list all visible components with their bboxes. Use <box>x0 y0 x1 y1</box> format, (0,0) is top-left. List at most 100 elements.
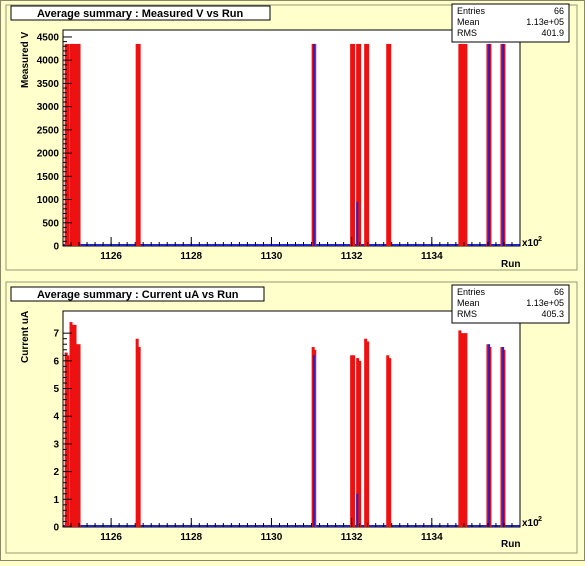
stats-box: Entries 66 Mean 1.13e+05 RMS 401.9 <box>451 3 570 43</box>
bar-blue <box>502 347 505 527</box>
bar-red <box>358 360 362 527</box>
bar-red <box>500 347 504 527</box>
x-tick-label: 1134 <box>421 532 443 543</box>
bar-red <box>458 43 462 246</box>
y-axis-label: Current uA <box>20 311 31 363</box>
bars-measured-v <box>63 43 520 246</box>
y-tick-label: 4000 <box>37 56 60 67</box>
x-tick-label: 1128 <box>180 532 202 543</box>
x-tick-label: 1130 <box>261 532 283 543</box>
bar-red <box>460 43 464 246</box>
bar-red <box>464 333 468 527</box>
bar-red <box>73 43 77 246</box>
bar-blue <box>502 43 505 246</box>
x-axis-label: Run <box>501 259 520 270</box>
bar-red <box>75 43 79 246</box>
bar-red <box>386 355 390 527</box>
bar-blue <box>312 43 315 246</box>
bar-blue <box>488 43 491 246</box>
y-tick-label: 3 <box>53 439 59 450</box>
y-tick-label: 3000 <box>37 102 60 113</box>
bar-red <box>358 43 362 246</box>
x-tick-label: 1132 <box>341 251 363 262</box>
x-tick-label: 1126 <box>100 532 122 543</box>
bar-red <box>462 43 466 246</box>
stats-mean-label: Mean <box>457 17 480 27</box>
bar-red <box>460 333 464 527</box>
y-tick-label: 2000 <box>37 149 60 160</box>
stats-mean-value: 1.13e+05 <box>526 298 564 308</box>
plot-area <box>62 29 521 247</box>
y-tick-label: 5 <box>53 384 59 395</box>
bar-red <box>500 43 504 246</box>
bar-red <box>356 43 360 246</box>
bar-blue <box>356 493 359 527</box>
axes-current-ua: 0 1 2 3 4 5 6 7 1126 1128 1130 1132 1134 <box>53 329 521 543</box>
x-multiplier-exponent: 2 <box>538 516 542 523</box>
y-tick-label: 2500 <box>37 125 60 136</box>
x-axis-label: Run <box>501 539 520 550</box>
bar-red <box>69 322 73 527</box>
axes-measured-v: 0 500 1000 1500 2000 2500 3000 3500 4000 4500 1126… <box>37 32 521 262</box>
title-box <box>10 286 265 302</box>
y-tick-label: 3500 <box>37 79 60 90</box>
x-tick-label: 1126 <box>100 251 122 262</box>
bar-red <box>462 333 466 527</box>
bar-red <box>486 43 490 246</box>
plot-area <box>62 310 521 528</box>
bar-blue <box>356 201 359 246</box>
stats-mean-label: Mean <box>457 298 480 308</box>
title-box <box>10 5 271 21</box>
x-multiplier-exponent: 2 <box>538 236 542 243</box>
x-tick-label: 1132 <box>341 532 363 543</box>
pad-measured-v: 0 500 1000 1500 2000 2500 3000 3500 4000 4500 1126… <box>5 3 578 271</box>
bar-red <box>364 43 368 246</box>
chart-title: Average summary : Measured V vs Run <box>37 8 244 20</box>
bar-red <box>66 43 70 246</box>
y-tick-label: 500 <box>42 218 59 229</box>
y-tick-label: 4500 <box>37 32 60 43</box>
bar-red <box>135 43 139 246</box>
stats-rms-label: RMS <box>457 309 477 319</box>
stats-rms-value: 401.9 <box>541 28 564 38</box>
y-tick-label: 1500 <box>37 172 60 183</box>
stats-entries-label: Entries <box>457 287 486 297</box>
bar-blue <box>312 355 315 527</box>
stats-rms-label: RMS <box>457 28 477 38</box>
bar-red <box>64 352 68 527</box>
bar-red <box>352 43 356 246</box>
bar-red <box>366 341 370 527</box>
y-tick-label: 2 <box>53 467 59 478</box>
stats-box: Entries 66 Mean 1.13e+05 RMS 405.3 <box>451 284 570 324</box>
bar-red <box>386 43 390 246</box>
bar-red <box>137 347 141 527</box>
stats-entries-label: Entries <box>457 6 486 16</box>
y-tick-label: 1000 <box>37 195 60 206</box>
y-tick-label: 0 <box>53 242 59 253</box>
bar-red <box>75 344 79 527</box>
bar-red <box>135 338 139 527</box>
bar-red <box>388 43 392 246</box>
y-tick-label: 4 <box>53 412 59 423</box>
bar-red <box>458 330 462 527</box>
y-tick-label: 7 <box>53 329 59 340</box>
bar-red <box>350 43 354 246</box>
x-tick-label: 1128 <box>180 251 202 262</box>
bar-red <box>364 338 368 527</box>
bar-red <box>73 324 77 527</box>
bar-red <box>486 344 490 527</box>
bars-current-ua <box>63 322 520 527</box>
y-tick-label: 6 <box>53 356 59 367</box>
bar-red <box>464 43 468 246</box>
bar-blue <box>488 344 491 527</box>
bar-red <box>77 43 81 246</box>
bar-red <box>66 355 70 527</box>
x-tick-label: 1134 <box>421 251 443 262</box>
bar-red <box>356 358 360 527</box>
stats-mean-value: 1.13e+05 <box>526 17 564 27</box>
y-tick-label: 1 <box>53 495 59 506</box>
bar-red <box>71 324 75 527</box>
x-multiplier: x10 <box>522 238 539 249</box>
y-axis-label: Measured V <box>20 32 31 88</box>
